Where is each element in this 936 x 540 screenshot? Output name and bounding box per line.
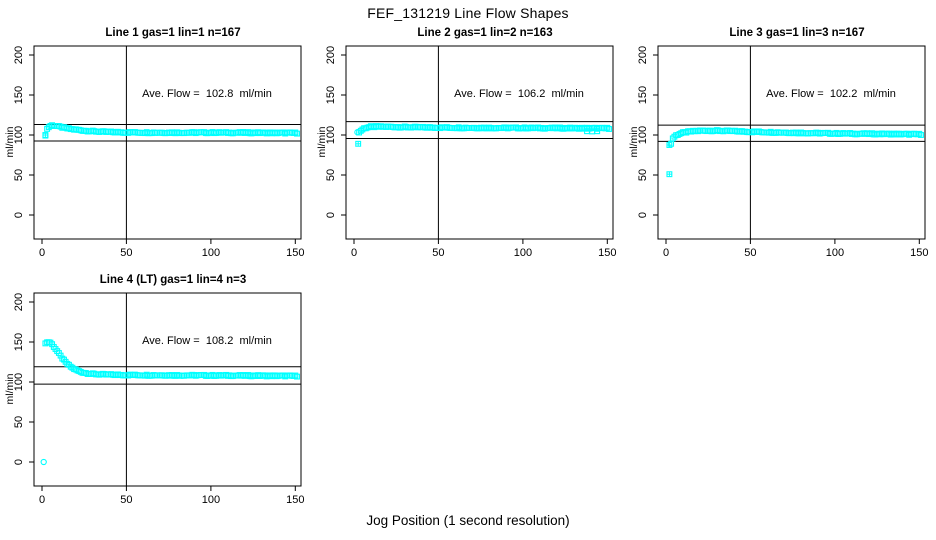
svg-text:100: 100 (202, 494, 220, 506)
panel-line-2: 0 50 100 150 0 50 100 150 200 Line 2 gas=1 lin=2… (312, 24, 624, 271)
plot-line-4: 0 50 100 150 0 50 100 150 200 (13, 292, 304, 506)
svg-text:150: 150 (325, 86, 337, 104)
svg-text:0: 0 (13, 459, 25, 465)
svg-text:150: 150 (13, 86, 25, 104)
ave-flow-annotation-line-2: Ave. Flow = 106.2 ml/min (454, 88, 584, 100)
panel-title-line-3: Line 3 gas=1 lin=3 n=167 (729, 27, 865, 39)
ave-flow-annotation-line-3: Ave. Flow = 102.2 ml/min (766, 88, 896, 100)
panel-title-line-2: Line 2 gas=1 lin=2 n=163 (417, 27, 553, 39)
svg-text:200: 200 (13, 293, 25, 311)
svg-text:100: 100 (514, 247, 532, 259)
svg-text:150: 150 (637, 86, 649, 104)
x-axis-label: Jog Position (1 second resolution) (366, 513, 570, 528)
svg-text:100: 100 (637, 126, 649, 144)
plot-line-1: 0 50 100 150 0 50 100 150 200 (13, 45, 304, 259)
y-axis-label: ml/min (628, 126, 640, 158)
svg-text:0: 0 (325, 212, 337, 218)
panel-line-3: 0 50 100 150 0 50 100 150 200 Line 3 gas=1 lin=3… (624, 24, 936, 271)
panel-title-line-1: Line 1 gas=1 lin=1 n=167 (105, 27, 241, 39)
plot-line-3: 0 50 100 150 0 50 100 150 200 (637, 45, 928, 259)
svg-text:150: 150 (286, 494, 304, 506)
ave-flow-annotation-line-1: Ave. Flow = 102.8 ml/min (142, 88, 272, 100)
svg-text:50: 50 (120, 247, 132, 259)
svg-text:200: 200 (637, 46, 649, 64)
svg-text:50: 50 (120, 494, 132, 506)
svg-text:200: 200 (325, 46, 337, 64)
svg-text:100: 100 (13, 126, 25, 144)
svg-text:50: 50 (13, 416, 25, 428)
svg-text:200: 200 (13, 46, 25, 64)
svg-text:100: 100 (13, 373, 25, 391)
svg-text:50: 50 (744, 247, 756, 259)
y-axis-label: ml/min (4, 373, 16, 405)
y-axis-label: ml/min (4, 126, 16, 158)
svg-text:0: 0 (39, 494, 45, 506)
panel-line-1: 0 50 100 150 0 50 100 150 200 Line 1 gas=1 lin=1… (0, 24, 312, 271)
ave-flow-annotation-line-4: Ave. Flow = 108.2 ml/min (142, 335, 272, 347)
svg-text:50: 50 (325, 169, 337, 181)
svg-text:100: 100 (202, 247, 220, 259)
panel-line-4: 0 50 100 150 0 50 100 150 200 Line 4 (LT) gas=1 … (0, 271, 312, 518)
svg-text:150: 150 (286, 247, 304, 259)
svg-text:100: 100 (826, 247, 844, 259)
figure-title: FEF_131219 Line Flow Shapes (367, 5, 569, 21)
svg-text:0: 0 (663, 247, 669, 259)
svg-text:0: 0 (13, 212, 25, 218)
svg-text:50: 50 (637, 169, 649, 181)
panel-title-line-4: Line 4 (LT) gas=1 lin=4 n=3 (99, 274, 247, 286)
y-axis-label: ml/min (316, 126, 328, 158)
svg-text:100: 100 (325, 126, 337, 144)
plot-line-2: 0 50 100 150 0 50 100 150 200 (325, 45, 616, 259)
svg-text:150: 150 (13, 333, 25, 351)
svg-text:50: 50 (13, 169, 25, 181)
svg-text:0: 0 (351, 247, 357, 259)
svg-text:50: 50 (432, 247, 444, 259)
svg-text:0: 0 (39, 247, 45, 259)
svg-text:150: 150 (598, 247, 616, 259)
svg-text:150: 150 (910, 247, 928, 259)
svg-text:0: 0 (637, 212, 649, 218)
